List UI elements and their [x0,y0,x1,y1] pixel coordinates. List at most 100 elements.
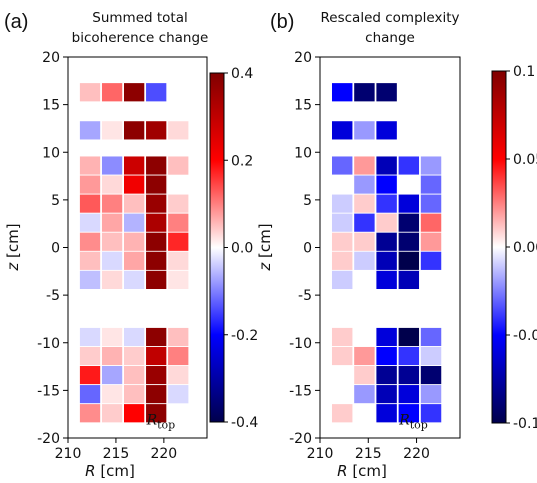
panel-b-cell-r10-c3 [397,346,420,367]
panel-a-rtop-annotation: Rtop [146,413,176,432]
panel-a-x-ticks: 210 215 220 [55,438,177,462]
panel-letter-a: (a) [4,11,28,33]
panel-a-cell-r6-c1 [101,231,124,252]
panel-a-cell-r12-c3 [145,384,168,405]
panel-b-cell-r8-c0 [331,269,354,290]
panel-b-cell-r13-c0 [331,403,354,424]
panel-b-cell-r4-c1 [353,193,376,214]
panel-b-y-tick-label: 5 [303,193,312,209]
panel-a-colorbar-gradient [209,72,225,423]
panel-b-cell-r7-c4 [420,250,443,271]
panel-a-cell-r5-c0 [79,212,101,233]
panel-letter-b: (b) [270,11,294,33]
panel-a-cell-r8-c0 [79,269,101,290]
panel-b-cell-r2-c4 [420,155,443,176]
panel-a-cell-r12-c0 [79,384,101,405]
panel-b-y-tick-label: -10 [289,336,312,352]
panel-b-x-axis-label: R [cm] [337,462,387,480]
panel-a-cell-r10-c4 [167,346,190,367]
panel-b-cell-r4-c3 [397,193,420,214]
panel-b-cell-r0-c3 [397,82,420,103]
panel-b-x-ticks: 210 215 220 [307,438,430,462]
panel-a-cell-r9-c2 [123,327,146,347]
panel-a-cell-r8-c1 [101,269,124,290]
panel-a-cell-r7-c3 [145,250,168,271]
panel-b-cell-r11-c4 [420,365,443,386]
panel-b-x-tick-label: 215 [355,446,382,462]
panel-a-y-tick-label: -5 [46,288,60,304]
panel-b-cell-r9-c2 [375,327,398,347]
panel-a-colorbar-tick-label: -0.2 [231,328,258,344]
panel-b-cell-r12-c1 [353,384,376,405]
panel-b-cell-r9-c4 [420,327,443,347]
panel-a-cell-r7-c0 [79,250,101,271]
panel-b-cell-r6-c0 [331,231,354,252]
panel-b-cell-r13-c3 [397,403,420,424]
panel-b-cell-r1-c0 [331,120,354,141]
panel-a-cell-r9-c4 [167,327,190,347]
panel-a-cell-r9-c0 [79,327,101,347]
panel-a-x-tick-label: 210 [55,446,82,462]
panel-a-cell-r6-c2 [123,231,146,252]
panel-b-cell-r7-c1 [353,250,376,271]
panel-b-cell-r2-c1 [353,155,376,176]
panel-a-cell-r8-c4 [167,269,190,290]
panel-b-x-tick-label: 220 [403,446,430,462]
panel-a-cell-r5-c2 [123,212,146,233]
panel-a-cell-r5-c4 [167,212,190,233]
panel-a-cell-r4-c0 [79,193,101,214]
panel-b-cell-r1-c4 [420,120,443,141]
panel-a-cell-r0-c0 [79,82,101,103]
panel-b-cell-r5-c1 [353,212,376,233]
panel-b-cell-r7-c2 [375,250,398,271]
panel-b-colorbar: 0.1 0.05 0.00 -0.05 -0.10 [491,64,537,432]
panel-b-cell-r5-c2 [375,212,398,233]
panel-b-cell-r4-c2 [375,193,398,214]
panel-b-cell-r10-c4 [420,346,443,367]
panel-b-title-line2: change [365,30,415,46]
panel-a-cell-r2-c3 [145,155,168,176]
panel-b-y-tick-label: 10 [294,145,312,161]
panel-b-cell-r2-c0 [331,155,354,176]
panel-b-cell-r7-c3 [397,250,420,271]
panel-a-cell-r10-c2 [123,346,146,367]
panel-a-colorbar-tick-label: 0.2 [231,153,253,169]
panel-b-cell-r3-c4 [420,174,443,195]
panel-a-cell-r5-c1 [101,212,124,233]
panel-b-y-tick-label: 0 [303,241,312,257]
panel-a-cell-r5-c3 [145,212,168,233]
panel-b-cell-r0-c0 [331,82,354,103]
panel-b-cell-r8-c4 [420,269,443,290]
panel-b-cell-r10-c1 [353,346,376,367]
panel-a-cell-r12-c2 [123,384,146,405]
panel-b-cell-r11-c3 [397,365,420,386]
panel-a-title-line2: bicoherence change [72,30,209,46]
panel-a-colorbar: 0.4 0.2 0.0 -0.2 -0.4 [209,66,258,431]
panel-b-colorbar-tick-label: 0.1 [513,64,535,80]
panel-b-cell-r11-c0 [331,365,354,386]
panel-b-cell-r1-c2 [375,120,398,141]
panel-b-title-line1: Rescaled complexity [321,10,460,26]
panel-a-cell-r3-c2 [123,174,146,195]
panel-a-cell-r4-c4 [167,193,190,214]
panel-b-cell-r6-c2 [375,231,398,252]
panel-a-cell-r8-c3 [145,269,168,290]
panel-a: (a) Summed total bicoherence change 20 15… [4,10,258,480]
panel-b-cell-r6-c1 [353,231,376,252]
panel-a-cell-r9-c1 [101,327,124,347]
panel-b-cell-r0-c2 [375,82,398,103]
panel-b-cell-r5-c4 [420,212,443,233]
panel-b-cell-r2-c2 [375,155,398,176]
panel-b-colorbar-tick-label: 0.05 [513,152,537,168]
panel-b-cell-r1-c3 [397,120,420,141]
panel-b-cell-r13-c2 [375,403,398,424]
panel-a-cell-r2-c0 [79,155,101,176]
panel-a-cell-r11-c0 [79,365,101,386]
panel-a-cell-r11-c1 [101,365,124,386]
panel-a-y-tick-label: 10 [42,145,60,161]
panel-a-cell-r8-c2 [123,269,146,290]
panel-a-cell-r13-c1 [101,403,124,424]
panel-b-cell-r12-c3 [397,384,420,405]
panel-a-cell-r6-c3 [145,231,168,252]
panel-a-y-axis-label: z [cm] [4,223,22,271]
